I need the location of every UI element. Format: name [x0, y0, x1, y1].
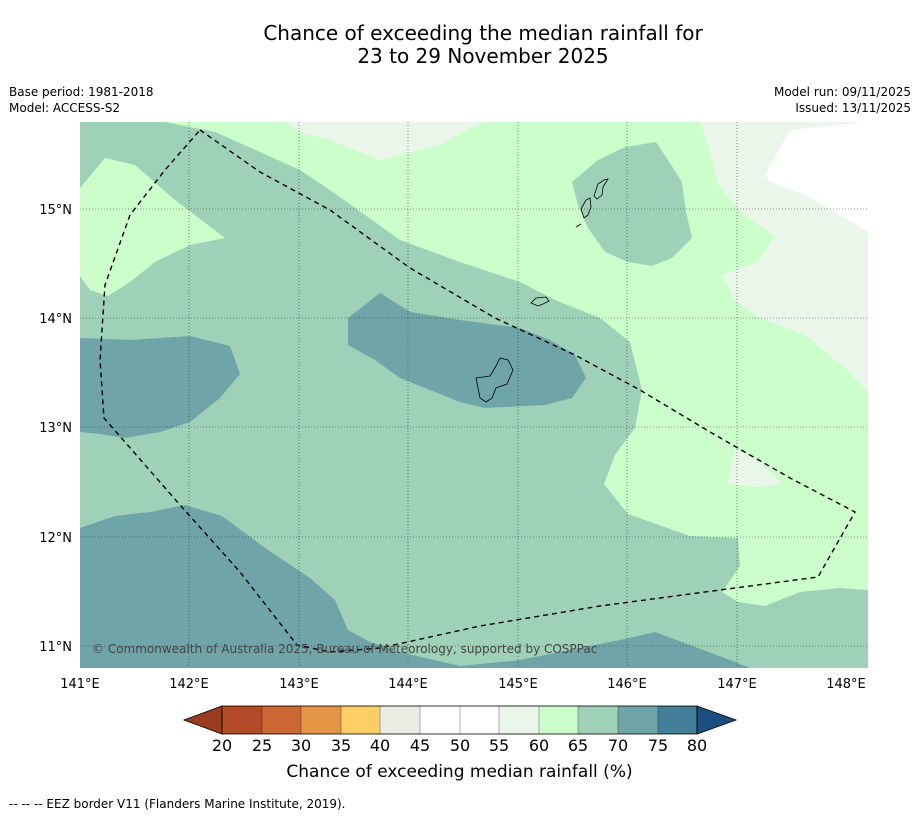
- meta-left: Base period: 1981-2018 Model: ACCESS-S2: [9, 84, 154, 116]
- region-60-65-north-east: [165, 122, 868, 606]
- lat-label-12n: 12°N: [39, 531, 72, 546]
- lon-label-147e: 147°E: [717, 677, 757, 692]
- lat-label-14n: 14°N: [39, 312, 72, 327]
- guam-island-outline: [475, 357, 514, 403]
- region-55-60-north: [285, 122, 485, 160]
- lat-label-15n: 15°N: [39, 203, 72, 218]
- saipan-island-outline: [593, 178, 609, 200]
- colorbar-bin-30-35: [301, 706, 341, 734]
- colorbar-under-arrow: [182, 705, 223, 735]
- base-period-label: Base period: 1981-2018: [9, 85, 154, 99]
- region-65-70-north-islands: [572, 142, 692, 266]
- lon-label-142e: 142°E: [169, 677, 209, 692]
- model-label: Model: ACCESS-S2: [9, 101, 121, 115]
- colorbar: 20 25 30 35 40 45 50 55 60 65 70 75 80: [182, 705, 738, 755]
- colorbar-tick-65: 65: [568, 736, 588, 755]
- eez-border: [99, 129, 856, 653]
- lon-label-144e: 144°E: [388, 677, 428, 692]
- colorbar-bin-55-60: [499, 706, 539, 734]
- colorbar-tick-50: 50: [450, 736, 470, 755]
- colorbar-tick-40: 40: [370, 736, 390, 755]
- colorbar-tick-35: 35: [331, 736, 351, 755]
- colorbar-tick-80: 80: [687, 736, 707, 755]
- colorbar-bin-35-40: [341, 706, 380, 734]
- map-figure: © Commonwealth of Australia 2025, Bureau…: [39, 122, 868, 755]
- colorbar-tick-75: 75: [648, 736, 668, 755]
- lon-label-141e: 141°E: [60, 677, 100, 692]
- longitude-labels: 141°E 142°E 143°E 144°E 145°E 146°E 147°…: [60, 677, 866, 692]
- rainfall-probability-field: © Commonwealth of Australia 2025, Bureau…: [80, 122, 868, 668]
- colorbar-bin-45-50: [420, 706, 460, 734]
- aguijan-island-outline: [575, 223, 582, 228]
- colorbar-tick-70: 70: [608, 736, 628, 755]
- colorbar-ticks: 20 25 30 35 40 45 50 55 60 65 70 75 80: [212, 736, 707, 755]
- map-title: Chance of exceeding the median rainfall …: [0, 22, 919, 68]
- title-line-1: Chance of exceeding the median rainfall …: [263, 21, 703, 45]
- colorbar-bin-20-25: [222, 706, 262, 734]
- latitude-labels: 15°N 14°N 13°N 12°N 11°N: [39, 203, 72, 655]
- colorbar-title: Chance of exceeding median rainfall (%): [286, 762, 633, 782]
- graticule: [80, 122, 868, 668]
- colorbar-bin-40-45: [380, 706, 420, 734]
- meta-right: Model run: 09/11/2025 Issued: 13/11/2025: [774, 84, 911, 116]
- island-outlines: [475, 178, 609, 403]
- colorbar-bin-75-80: [658, 706, 697, 734]
- lon-label-148e: 148°E: [826, 677, 866, 692]
- rota-island-outline: [530, 296, 550, 307]
- colorbar-bin-25-30: [262, 706, 301, 734]
- colorbar-tick-55: 55: [489, 736, 509, 755]
- region-70-75-south: [80, 505, 750, 668]
- colorbar-over-arrow: [696, 705, 738, 735]
- region-70-75-guam: [348, 293, 586, 408]
- colorbar-tick-45: 45: [410, 736, 430, 755]
- colorbar-tick-30: 30: [291, 736, 311, 755]
- lat-label-13n: 13°N: [39, 421, 72, 436]
- colorbar-tick-60: 60: [529, 736, 549, 755]
- issued-label: Issued: 13/11/2025: [795, 101, 911, 115]
- lon-label-143e: 143°E: [279, 677, 319, 692]
- model-run-label: Model run: 09/11/2025: [773, 85, 911, 99]
- tinian-island-outline: [580, 197, 592, 219]
- colorbar-bin-50-55: [460, 706, 499, 734]
- region-55-60-small: [728, 448, 782, 487]
- region-60-65-west: [80, 158, 225, 296]
- title-line-2: 23 to 29 November 2025: [357, 44, 609, 68]
- copyright-notice: © Commonwealth of Australia 2025, Bureau…: [92, 642, 597, 656]
- colorbar-tick-20: 20: [212, 736, 232, 755]
- lat-label-11n: 11°N: [39, 640, 72, 655]
- region-50-55-north-east: [765, 122, 868, 232]
- colorbar-bin-60-65: [539, 706, 578, 734]
- region-70-75-west: [80, 336, 240, 438]
- colorbar-bin-65-70: [578, 706, 618, 734]
- colorbar-tick-25: 25: [252, 736, 272, 755]
- lon-label-146e: 146°E: [607, 677, 647, 692]
- eez-footnote: -- -- -- EEZ border V11 (Flanders Marine…: [9, 797, 346, 811]
- lon-label-145e: 145°E: [498, 677, 538, 692]
- colorbar-bin-70-75: [618, 706, 658, 734]
